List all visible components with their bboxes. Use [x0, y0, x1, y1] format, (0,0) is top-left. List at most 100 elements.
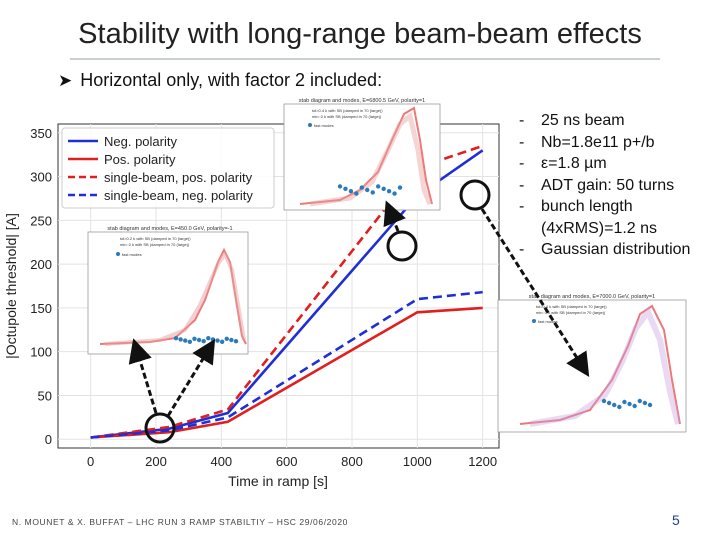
list-item-text: Gaussian distribution	[541, 241, 691, 258]
mode-dot	[617, 404, 622, 410]
stability-diagram-curve-2	[104, 249, 246, 346]
stability-diagram-curve	[299, 106, 433, 205]
mode-dot	[612, 402, 617, 408]
mode-dot	[627, 401, 632, 407]
y-tick-label: 200	[30, 257, 52, 272]
inset-legend-item: tol=0.2 k with SB (damped in 70 (large))	[120, 236, 191, 241]
mode-dot	[187, 339, 193, 344]
subtitle-text: Horizontal only, with factor 2 included:	[80, 70, 383, 90]
mode-dot	[192, 336, 197, 341]
list-item: - Nb=1.8e11 p+/b	[519, 132, 714, 154]
x-tick-label: 1200	[468, 454, 497, 469]
mode-dot	[354, 191, 359, 196]
mode-dot	[392, 191, 397, 196]
x-axis-label: Time in ramp [s]	[228, 473, 328, 489]
list-item-text: Nb=1.8e11 p+/b	[541, 133, 655, 151]
y-tick-label: 100	[30, 345, 52, 360]
legend-label: single-beam, neg. polarity	[104, 188, 253, 203]
legend-label: Pos. polarity	[104, 152, 176, 167]
inset-legend-item: min: 0 k with SB (damped in 70 (large))	[312, 114, 382, 119]
arrow-to-inset-mid-ramp	[383, 200, 406, 232]
mode-dot	[196, 337, 202, 343]
mode-dot	[370, 190, 375, 195]
arrow-to-inset-injection	[128, 338, 158, 414]
mode-dot	[647, 402, 653, 408]
inset-legend-item: tol=0.4 k with SB (damped in 70 (large))	[312, 108, 383, 113]
list-item: - ε=1.8 µm	[519, 153, 714, 175]
mode-dot	[229, 337, 234, 343]
x-tick-label: 0	[87, 454, 94, 469]
inset-legend: tol=0.2 k with SB (damped in 70 (large))…	[116, 236, 191, 257]
mode-dot	[601, 398, 607, 404]
inset-title: stab diagram and modes, E=6800.5 GeV, po…	[299, 98, 425, 104]
y-tick-label: 0	[45, 432, 52, 447]
mode-dot	[224, 336, 229, 341]
mode-dot	[348, 189, 354, 194]
list-item: - Gaussian distribution	[519, 239, 714, 261]
series-line-2	[90, 306, 483, 439]
inset-title: stab diagram and modes, E=450.0 GeV, pol…	[107, 226, 232, 232]
y-axis-label: |Octupole threshold| [A]	[3, 213, 19, 359]
mode-dot	[632, 403, 637, 409]
parameter-list: -25 ns beam - Nb=1.8e11 p+/b - ε=1.8 µm -A…	[519, 110, 714, 261]
subtitle: ➤ Horizontal only, with factor 2 included…	[58, 70, 382, 91]
mode-dot	[622, 399, 627, 405]
mode-dot	[183, 338, 188, 343]
mode-dot	[375, 184, 381, 189]
list-item: - ADT gain: 50 turns	[519, 175, 714, 197]
y-tick-label: 250	[30, 213, 52, 228]
inset-legend-item: min: 0 k with SB (damped in 70 (large))	[536, 310, 606, 315]
arrow-to-inset-flat-top	[480, 208, 590, 378]
inset-legend: tol=0.4 k with SB (damped in 70 (large))…	[308, 108, 383, 128]
x-tick-label: 200	[145, 454, 167, 469]
mode-dot	[233, 339, 239, 344]
x-tick-label: 400	[210, 454, 232, 469]
inset-plot-mid-ramp: stab diagram and modes, E=6800.5 GeV, po…	[283, 98, 441, 211]
arrow-to-inset-injection-2	[166, 338, 216, 417]
series-line-4	[90, 290, 483, 439]
x-tick-label: 800	[341, 454, 363, 469]
y-tick-label: 350	[30, 126, 52, 141]
list-item-text: 25 ns beam	[541, 112, 625, 129]
arrow-bullet-icon: ➤	[58, 71, 73, 90]
mode-dot	[215, 338, 220, 343]
legend-label: single-beam, pos. polarity	[104, 170, 253, 185]
mode-dot	[210, 337, 216, 342]
mode-dot	[343, 186, 348, 191]
list-item: - bunch length (4xRMS)=1.2 ns	[519, 196, 714, 239]
list-item-text: ADT gain: 50 turns	[541, 176, 675, 194]
mode-dot	[206, 336, 211, 341]
list-item: -25 ns beam	[519, 110, 714, 132]
mode-dot	[178, 337, 183, 342]
inset-title: stab diagram and modes, E=7000.0 GeV, po…	[529, 294, 655, 300]
y-tick-label: 50	[38, 388, 52, 403]
inset-legend-item: tol=0.4 k with SB (damped in 70 (large))	[536, 304, 607, 309]
mode-dot	[337, 184, 343, 189]
mode-dot	[201, 339, 206, 344]
inset-legend-item: min: 0 k with SB (damped in 70 (large))	[120, 242, 190, 247]
inset-legend-item: fast modes	[538, 319, 558, 324]
stability-diagram-curve	[519, 304, 681, 425]
mode-dot	[219, 339, 225, 344]
title-divider	[70, 58, 660, 60]
y-tick-label: 150	[30, 301, 52, 316]
x-tick-label: 1000	[403, 454, 432, 469]
mode-dot	[606, 400, 612, 406]
mode-dot	[365, 187, 370, 193]
plot-area	[57, 123, 500, 449]
legend-label: Neg. polarity	[104, 134, 177, 149]
highlight-circle-flat-top	[459, 179, 491, 211]
inset-plot-flat-top: stab diagram and modes, E=7000.0 GeV, po…	[497, 294, 687, 433]
inset-legend: tol=0.4 k with SB (damped in 70 (large))…	[532, 304, 607, 324]
mode-dot	[637, 398, 642, 404]
inset-legend-item: fast modes	[314, 123, 334, 128]
mode-dot	[173, 336, 179, 341]
slide-title: Stability with long-range beam-beam effe…	[78, 18, 642, 50]
page-number: 5	[672, 512, 680, 528]
mode-dot	[359, 185, 365, 190]
footer-text: N. MOUNET & X. BUFFAT – LHC RUN 3 RAMP S…	[12, 517, 348, 527]
mode-dot	[386, 189, 392, 194]
y-tick-label: 300	[30, 170, 52, 185]
mode-dot	[642, 400, 648, 406]
